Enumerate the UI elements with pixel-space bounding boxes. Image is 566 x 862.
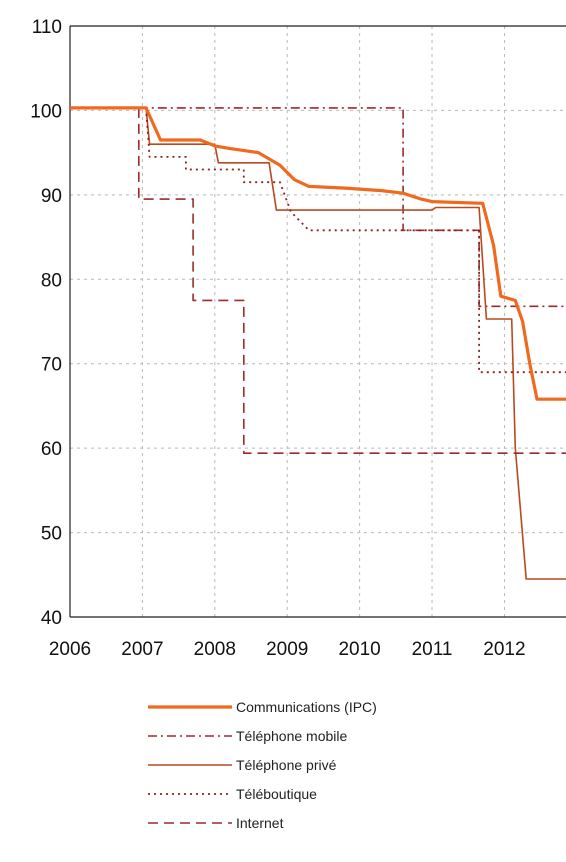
y-tick-label: 80: [41, 270, 62, 291]
x-axis-tick-labels: 2006 2007 2008 2009 2010 2011 2012: [49, 639, 526, 660]
x-tick-label: 2009: [266, 639, 308, 660]
series-line: [145, 107, 566, 374]
series-lines: [70, 106, 566, 580]
y-tick-label: 40: [41, 608, 62, 629]
y-axis-tick-labels: 40 50 60 70 80 90 100 110: [30, 17, 62, 629]
x-tick-label: 2012: [483, 639, 525, 660]
y-tick-label: 60: [41, 439, 62, 460]
x-tick-label: 2008: [194, 639, 236, 660]
y-tick-label: 50: [41, 524, 62, 545]
x-tick-label: 2006: [49, 639, 91, 660]
legend-label: Communications (IPC): [236, 699, 377, 715]
y-tick-label: 90: [41, 186, 62, 207]
x-tick-label: 2007: [121, 639, 163, 660]
legend-label: Téléphone mobile: [236, 728, 348, 744]
legend: Communications (IPC) Téléphone mobile Télé…: [148, 699, 377, 831]
legend-label: Internet: [236, 815, 284, 831]
x-tick-label: 2010: [338, 639, 380, 660]
y-tick-label: 110: [32, 17, 62, 38]
legend-label: Téléphone privé: [236, 757, 337, 773]
grid: [70, 26, 566, 617]
y-tick-label: 100: [30, 101, 62, 122]
x-tick-label: 2011: [412, 639, 453, 660]
legend-label: Téléboutique: [236, 786, 317, 802]
series-line: [138, 107, 566, 308]
plot-frame: [69, 25, 566, 618]
y-tick-label: 70: [41, 355, 62, 376]
series-line: [138, 107, 566, 454]
series-line: [70, 106, 566, 401]
series-line: [145, 107, 566, 580]
